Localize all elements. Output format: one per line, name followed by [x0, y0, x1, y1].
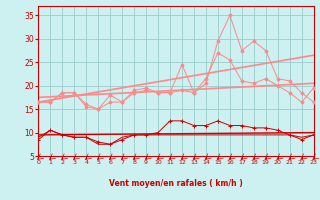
X-axis label: Vent moyen/en rafales ( km/h ): Vent moyen/en rafales ( km/h ): [109, 179, 243, 188]
